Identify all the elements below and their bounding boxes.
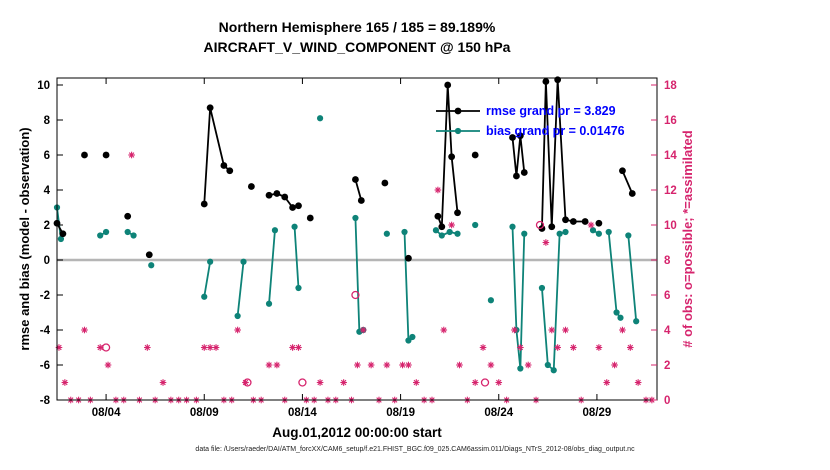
svg-text:6: 6 <box>44 150 50 162</box>
legend-label-rmse: rmse grand pr = 3.829 <box>486 104 616 118</box>
svg-text:4: 4 <box>664 325 671 337</box>
svg-text:-4: -4 <box>40 325 51 337</box>
svg-text:08/29: 08/29 <box>583 407 612 419</box>
svg-text:10: 10 <box>664 220 677 232</box>
plot-title: Northern Hemisphere 165 / 185 = 89.189% <box>218 19 496 35</box>
bias-line-marker-icon <box>436 127 480 135</box>
legend-row-bias: bias grand pr = 0.01476 <box>436 121 625 141</box>
legend-label-bias: bias grand pr = 0.01476 <box>486 124 625 138</box>
svg-text:18: 18 <box>664 80 677 92</box>
svg-text:08/14: 08/14 <box>288 407 317 419</box>
svg-text:4: 4 <box>44 185 51 197</box>
svg-text:-2: -2 <box>40 290 50 302</box>
data-file-caption: data file: /Users/raeder/DAI/ATM_forcXX/… <box>195 446 635 453</box>
svg-text:08/24: 08/24 <box>484 407 513 419</box>
svg-text:0: 0 <box>664 395 670 407</box>
svg-text:-6: -6 <box>40 360 50 372</box>
x-axis-label: Aug.01,2012 00:00:00 start <box>272 425 442 440</box>
svg-text:08/04: 08/04 <box>92 407 121 419</box>
legend-row-rmse: rmse grand pr = 3.829 <box>436 101 625 121</box>
svg-text:16: 16 <box>664 115 677 127</box>
svg-text:8: 8 <box>664 255 671 267</box>
svg-text:08/19: 08/19 <box>386 407 415 419</box>
svg-text:-8: -8 <box>40 395 51 407</box>
svg-text:10: 10 <box>37 80 50 92</box>
legend: rmse grand pr = 3.829 bias grand pr = 0.… <box>436 101 625 141</box>
rmse-line-marker-icon <box>436 107 480 115</box>
svg-text:8: 8 <box>44 115 51 127</box>
plot-subtitle: AIRCRAFT_V_WIND_COMPONENT @ 150 hPa <box>203 39 511 55</box>
svg-text:08/09: 08/09 <box>190 407 219 419</box>
svg-text:2: 2 <box>44 220 50 232</box>
svg-text:0: 0 <box>44 255 50 267</box>
svg-text:14: 14 <box>664 150 677 162</box>
svg-text:6: 6 <box>664 290 670 302</box>
svg-text:2: 2 <box>664 360 670 372</box>
svg-text:12: 12 <box>664 185 677 197</box>
